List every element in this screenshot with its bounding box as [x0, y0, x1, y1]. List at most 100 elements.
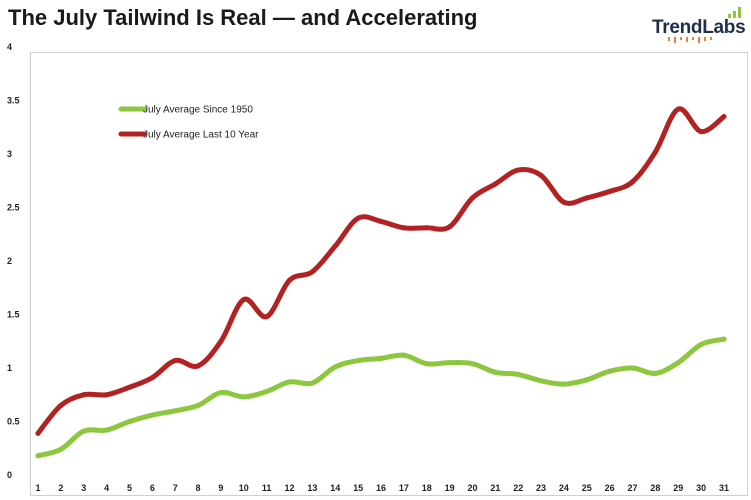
data-point [58, 446, 64, 452]
x-tick-label: 11 [262, 483, 272, 493]
data-point [561, 381, 567, 387]
y-tick-label: 1 [7, 363, 12, 373]
x-tick-label: 30 [696, 483, 706, 493]
x-tick-label: 2 [58, 483, 63, 493]
x-tick-label: 14 [330, 483, 340, 493]
x-tick-label: 18 [422, 483, 432, 493]
data-point [584, 195, 590, 201]
data-point [149, 412, 155, 418]
data-point [126, 418, 133, 425]
data-point [355, 215, 361, 221]
x-tick-label: 1 [35, 483, 40, 493]
data-point [584, 377, 590, 383]
series-line-last-10-year [35, 106, 727, 436]
x-tick-label: 28 [650, 483, 660, 493]
x-tick-label: 4 [104, 483, 109, 493]
x-tick-label: 27 [628, 483, 638, 493]
data-point [149, 375, 155, 381]
data-point [172, 357, 178, 364]
x-tick-label: 9 [218, 483, 223, 493]
chart-title: The July Tailwind Is Real — and Accelera… [8, 5, 478, 30]
data-point [172, 408, 178, 414]
data-point [629, 179, 636, 185]
data-point [332, 364, 338, 370]
data-point [104, 392, 110, 398]
chart-frame [30, 52, 748, 496]
data-point [561, 199, 567, 205]
x-tick-label: 22 [513, 483, 523, 493]
x-tick-label: 15 [353, 483, 363, 493]
data-point [629, 365, 636, 371]
x-tick-label: 29 [673, 483, 683, 493]
x-tick-label: 23 [536, 483, 546, 493]
data-point [195, 402, 201, 409]
data-point [264, 314, 270, 320]
legend-label: July Average Since 1950 [143, 105, 253, 116]
data-point [607, 368, 613, 374]
data-point [698, 128, 704, 135]
x-tick-label: 17 [399, 483, 409, 493]
data-point [492, 181, 498, 187]
data-point [309, 269, 315, 275]
y-tick-label: 0 [7, 470, 12, 480]
y-tick-label: 2.5 [7, 203, 20, 213]
data-point [447, 224, 453, 230]
y-tick-label: 2 [7, 256, 12, 266]
data-point [401, 225, 407, 231]
x-tick-label: 19 [445, 483, 455, 493]
data-point [538, 378, 544, 384]
data-point [35, 453, 41, 459]
y-tick-label: 1.5 [7, 310, 20, 320]
logo-text: TrendLabs [652, 17, 746, 38]
data-point [515, 167, 521, 173]
data-point [241, 296, 247, 303]
series-lines [35, 106, 727, 459]
x-tick-label: 10 [239, 483, 249, 493]
data-point [652, 149, 659, 155]
data-point [241, 394, 247, 400]
data-point [675, 106, 681, 112]
data-point [378, 218, 384, 225]
data-point [492, 369, 498, 375]
y-tick-label: 0.5 [7, 417, 20, 427]
x-tick-label: 21 [490, 483, 500, 493]
trendlabs-logo: TrendLabs [652, 6, 746, 46]
data-point [698, 341, 704, 348]
legend: July Average Since 1950 July Average Last… [118, 105, 259, 141]
data-point [538, 172, 544, 178]
y-tick-label: 4 [7, 42, 12, 52]
data-point [58, 402, 64, 409]
data-point [401, 352, 407, 358]
data-point [355, 357, 361, 364]
y-axis-ticks: 0 0.5 1 1.5 2 2.5 3 3.5 4 [7, 42, 20, 480]
data-point [218, 338, 224, 344]
x-tick-label: 24 [559, 483, 569, 493]
x-tick-label: 20 [467, 483, 477, 493]
data-point [286, 379, 293, 385]
data-point [309, 380, 315, 386]
data-point [104, 427, 110, 433]
data-point [469, 361, 476, 367]
data-point [515, 371, 521, 378]
data-point [81, 428, 87, 434]
x-tick-label: 7 [173, 483, 178, 493]
x-tick-label: 12 [285, 483, 295, 493]
x-tick-label: 5 [127, 483, 132, 493]
data-point [721, 336, 727, 342]
data-point [218, 390, 224, 396]
data-point [332, 243, 338, 249]
x-tick-label: 16 [376, 483, 386, 493]
data-point [195, 363, 201, 369]
data-point [675, 360, 681, 366]
x-tick-label: 3 [81, 483, 86, 493]
legend-label: July Average Last 10 Year [143, 130, 259, 141]
data-point [286, 277, 293, 283]
data-point [81, 392, 87, 398]
data-point [126, 384, 133, 390]
data-point [424, 225, 430, 231]
x-tick-label: 25 [582, 483, 592, 493]
data-point [607, 188, 613, 195]
logo-signal-icon [668, 7, 741, 43]
data-point [721, 113, 727, 120]
